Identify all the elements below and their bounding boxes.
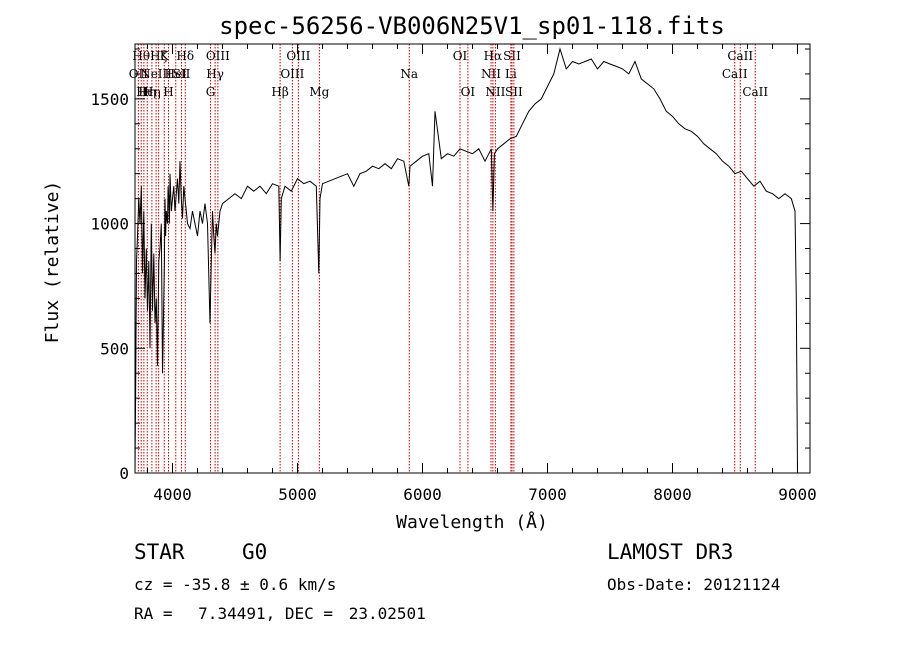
marker-label: Hη <box>143 85 161 99</box>
marker-label: OIII <box>280 67 304 81</box>
marker-label: Hθ <box>132 49 150 63</box>
marker-label: OIII <box>286 49 310 63</box>
marker-label: NII <box>481 67 501 81</box>
marker-label: Hδ <box>176 49 194 63</box>
marker-label: Mg <box>309 85 329 99</box>
chart-title: spec-56256-VB006N25V1_sp01-118.fits <box>219 12 725 40</box>
spectrum-series <box>134 47 798 474</box>
tick-label: 6000 <box>403 485 442 504</box>
marker-label: Hζ <box>150 49 167 63</box>
marker-label: CaII <box>742 85 768 99</box>
tick-label: 500 <box>100 339 129 358</box>
marker-label: SII <box>173 67 191 81</box>
marker-label: NII <box>485 85 505 99</box>
ra-value: 7.34491 <box>198 604 266 623</box>
spectrum-line <box>134 47 798 474</box>
marker-label: CaII <box>722 67 748 81</box>
dec-label: DEC = <box>284 604 334 623</box>
marker-label: K <box>160 49 170 63</box>
cz-label: cz = <box>134 575 183 594</box>
ra-label: RA = <box>134 604 173 623</box>
object-class: STAR <box>134 540 185 564</box>
marker-label: SII <box>505 85 523 99</box>
coordinates-line: RA = 7.34491, DEC = 23.02501 <box>134 604 426 623</box>
tick-label: 1500 <box>90 90 129 109</box>
marker-label: OI <box>453 49 468 63</box>
tick-label: 1000 <box>90 215 129 234</box>
marker-label: Hβ <box>271 85 288 99</box>
line-markers: OIIHθHιHηHηNeIIIHζKHHeISIIHδGHγOIIIHβOII… <box>129 44 768 473</box>
cz-unit: km/s <box>297 575 337 594</box>
plot-frame <box>134 43 811 474</box>
marker-label: Hα <box>484 49 503 63</box>
tick-label: 0 <box>119 464 129 483</box>
marker-label: H <box>163 85 173 99</box>
dec-value: 23.02501 <box>348 604 426 623</box>
survey-name: LAMOST DR3 <box>607 540 734 564</box>
spectrum-chart: OIIHθHιHηHηNeIIIHζKHHeISIIHδGHγOIIIHβOII… <box>42 12 817 533</box>
marker-label: SII <box>503 49 521 63</box>
cz-pm-symbol: ± <box>239 575 250 594</box>
marker-label: Na <box>400 67 418 81</box>
marker-label: Li <box>505 67 517 81</box>
tick-label: 7000 <box>528 485 567 504</box>
tick-label: 8000 <box>653 485 692 504</box>
marker-label: Hγ <box>206 67 224 81</box>
obs-date-line: Obs-Date: 20121124 <box>607 575 780 594</box>
marker-label: CaII <box>727 49 753 63</box>
object-subclass: G0 <box>242 540 268 564</box>
marker-label: OIII <box>206 49 230 63</box>
x-axis-label: Wavelength (Å) <box>396 511 548 533</box>
marker-label: OI <box>461 85 476 99</box>
tick-label: 5000 <box>278 485 317 504</box>
y-axis-label: Flux (relative) <box>42 181 63 344</box>
obs-date-value: 20121124 <box>703 575 781 594</box>
axis-ticks: 4000 5000 6000 7000 8000 9000 0 500 1000 1500 <box>90 44 817 504</box>
redshift-line: cz = -35.8 ± 0.6 km/s <box>134 575 336 594</box>
marker-label: G <box>206 85 216 99</box>
cz-value: -35.8 <box>182 575 231 594</box>
obs-date-label: Obs-Date: <box>607 575 694 594</box>
tick-label: 4000 <box>153 485 192 504</box>
cz-error: 0.6 <box>259 575 289 594</box>
marker-label: Hι <box>136 85 151 99</box>
tick-label: 9000 <box>778 485 817 504</box>
